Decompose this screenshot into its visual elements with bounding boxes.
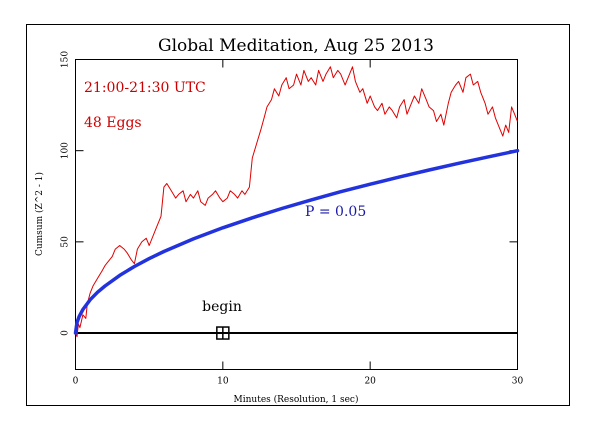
x-tick-label: 30 [512,377,524,387]
eggs-annotation: 48 Eggs [84,115,142,131]
y-tick-label: 150 [61,51,71,68]
outer-frame [26,24,570,406]
p05-envelope-line [73,148,520,335]
x-tick-label: 20 [364,377,376,387]
x-tick-label: 10 [217,377,229,387]
y-tick-label: 100 [61,142,71,159]
y-tick-label: 0 [61,330,71,336]
axis-tick-labels: 0 10 20 30 0 50 100 150 [61,51,524,387]
plot-area [75,59,518,370]
begin-annotation: begin [202,299,242,315]
y-tick-label: 50 [61,236,71,248]
p-value-annotation: P = 0.05 [305,204,366,220]
x-axis-label: Minutes (Resolution, 1 sec) [234,394,359,405]
x-tick-label: 0 [73,377,79,387]
axis-ticks [75,59,518,370]
series-layer [73,66,520,338]
cumsum-line [75,66,518,338]
chart-title: Global Meditation, Aug 25 2013 [158,36,434,56]
y-axis-label: Cumsum (Z^2 - 1) [34,172,45,256]
begin-marker [216,326,230,340]
time-range-annotation: 21:00-21:30 UTC [84,80,206,96]
